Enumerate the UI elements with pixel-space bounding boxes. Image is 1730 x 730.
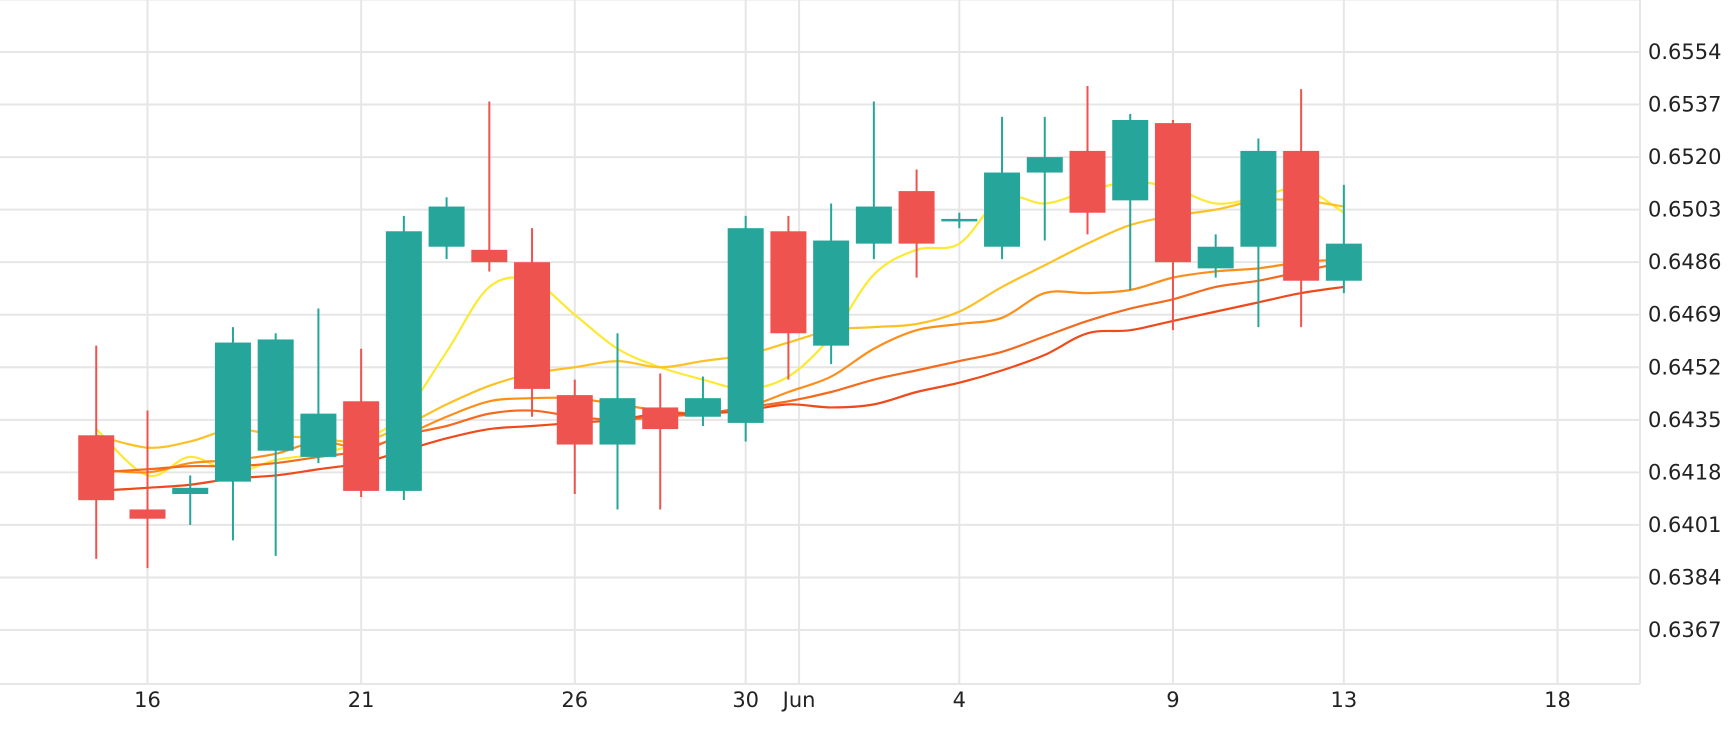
candle-up xyxy=(172,475,209,525)
x-tick-label: 18 xyxy=(1544,688,1571,712)
candle-down xyxy=(642,373,679,510)
x-axis-labels: 16 21 26 30 Jun 4 9 13 18 xyxy=(134,688,1571,712)
y-tick-label: 0.6452 xyxy=(1648,355,1721,379)
moving-average-line-4 xyxy=(96,261,1345,474)
y-tick-label: 0.6520 xyxy=(1648,145,1721,169)
candle-up xyxy=(727,215,764,442)
candle-up xyxy=(1197,234,1234,278)
candle-body xyxy=(855,206,892,244)
candle-body xyxy=(1026,157,1063,173)
candle-body xyxy=(1240,150,1277,247)
candle-body xyxy=(1197,246,1234,269)
x-tick-label: 9 xyxy=(1166,688,1179,712)
y-tick-label: 0.6384 xyxy=(1648,565,1721,589)
candle-down xyxy=(343,348,380,498)
candle-body xyxy=(599,398,636,445)
candle-body xyxy=(471,249,508,263)
y-tick-label: 0.6554 xyxy=(1648,40,1721,64)
y-tick-label: 0.6469 xyxy=(1648,303,1721,327)
candle-up xyxy=(855,101,892,260)
candle-body xyxy=(1325,243,1362,281)
axes xyxy=(0,0,1641,685)
candle-up xyxy=(385,215,422,501)
x-tick-label: Jun xyxy=(781,688,816,712)
vertical-gridlines xyxy=(146,0,1559,684)
candle-body xyxy=(556,395,593,445)
candle-down xyxy=(1154,120,1191,331)
candle-body xyxy=(514,262,551,389)
candle-body xyxy=(300,413,337,457)
candle-up xyxy=(300,308,337,464)
moving-average-line-5 xyxy=(96,285,1345,493)
x-tick-label: 13 xyxy=(1330,688,1357,712)
candle-up xyxy=(984,116,1021,260)
y-tick-label: 0.6367 xyxy=(1648,618,1721,642)
y-tick-label: 0.6503 xyxy=(1648,198,1721,222)
y-tick-label: 0.6486 xyxy=(1648,250,1721,274)
y-axis-labels: 0.6367 0.6384 0.6401 0.6418 0.6435 0.6452 0.64… xyxy=(1648,40,1721,642)
candle-body xyxy=(257,339,294,451)
candle-body xyxy=(898,191,935,244)
candle-body xyxy=(385,231,422,491)
candle-body xyxy=(214,342,251,482)
candle-body xyxy=(1112,120,1149,201)
candle-body xyxy=(428,206,465,247)
candle-up xyxy=(599,333,636,510)
x-tick-label: 16 xyxy=(134,688,161,712)
candle-body xyxy=(727,228,764,423)
candle-up xyxy=(941,212,978,229)
candle-body xyxy=(343,401,380,491)
candle-body xyxy=(78,435,115,501)
candle-body xyxy=(1069,150,1106,213)
x-tick-label: 4 xyxy=(953,688,966,712)
candle-down xyxy=(770,215,807,380)
candle-down xyxy=(129,410,166,569)
candle-up xyxy=(1325,184,1362,294)
x-tick-label: 21 xyxy=(348,688,375,712)
candle-body xyxy=(770,231,807,334)
candle-down xyxy=(78,345,115,559)
candle-up xyxy=(214,327,251,541)
candle-down xyxy=(471,101,508,272)
candle-body xyxy=(172,487,209,494)
candle-up xyxy=(257,333,294,556)
candle-up xyxy=(684,376,721,426)
candle-up xyxy=(1112,113,1149,290)
candle-body xyxy=(684,398,721,417)
candle-up xyxy=(1026,116,1063,241)
y-tick-label: 0.6401 xyxy=(1648,513,1721,537)
candle-body xyxy=(1283,150,1320,281)
y-tick-label: 0.6537 xyxy=(1648,93,1721,117)
candles xyxy=(78,86,1362,569)
candle-body xyxy=(1154,123,1191,263)
candle-up xyxy=(1240,138,1277,328)
x-tick-label: 26 xyxy=(561,688,588,712)
y-tick-label: 0.6418 xyxy=(1648,460,1721,484)
candle-down xyxy=(556,379,593,494)
candle-down xyxy=(898,169,935,278)
candle-down xyxy=(1283,89,1320,328)
candle-body xyxy=(642,407,679,430)
candle-up xyxy=(813,203,850,365)
x-tick-label: 30 xyxy=(732,688,759,712)
candle-body xyxy=(941,218,978,222)
candle-body xyxy=(129,509,166,519)
candle-down xyxy=(514,228,551,417)
candle-up xyxy=(428,197,465,260)
candle-body xyxy=(813,240,850,346)
candle-down xyxy=(1069,86,1106,235)
y-tick-label: 0.6435 xyxy=(1648,408,1721,432)
candle-body xyxy=(984,172,1021,247)
